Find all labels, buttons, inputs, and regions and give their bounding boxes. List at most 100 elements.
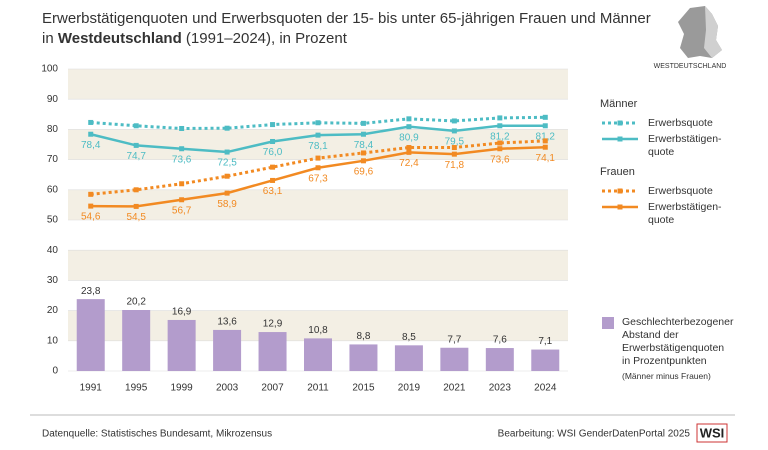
value-label: 20,2 [126,297,146,308]
x-tick-label: 2019 [398,383,421,394]
marker [224,173,230,179]
title-line1: Erwerbstätigenquoten und Erwerbsquoten d… [42,10,651,27]
marker [133,142,139,148]
legend-marker [617,120,623,126]
legend-marker [617,136,623,142]
value-label: 7,1 [538,336,552,347]
logo-box [696,423,728,443]
logo: WSI [700,425,725,440]
title-part: in [42,30,58,47]
x-tick-label: 2011 [307,383,329,394]
marker [224,190,230,196]
value-label: 78,4 [81,140,101,151]
bar [349,344,378,371]
title-part: Westdeutschland [57,30,182,47]
bar [258,332,287,371]
y-tick-label: 60 [47,184,59,195]
x-tick-label: 1991 [80,383,103,394]
marker [406,149,412,155]
grid-band [68,310,568,341]
marker [133,187,139,193]
bar [440,347,469,371]
legend-note: (Männer minus Frauen) [622,371,711,381]
x-tick-label: 2015 [352,383,375,394]
marker [88,131,94,137]
marker [542,144,548,150]
value-label: 13,6 [217,317,237,328]
line [90,115,546,130]
marker [542,114,548,120]
value-label: 79,5 [445,137,465,148]
marker [315,155,321,161]
marker [270,122,276,128]
marker [88,119,94,125]
y-tick-label: 30 [47,275,59,286]
value-label: 67,3 [308,173,328,184]
value-label: 72,4 [399,158,419,169]
source: Datenquelle: Statistisches Bundesamt, Mi… [42,429,272,440]
marker [360,131,366,137]
value-label: 58,9 [217,199,237,210]
value-label: 7,7 [447,334,461,345]
marker [133,203,139,209]
bar [76,299,105,371]
marker [542,138,548,144]
marker [315,120,321,126]
marker [270,177,276,183]
legend-heading: Männer [600,98,638,110]
legend-heading: Frauen [600,166,635,178]
y-tick-label: 70 [47,154,59,165]
marker [497,146,503,152]
x-tick-label: 2023 [489,383,512,394]
value-label: 72,5 [217,158,237,169]
y-tick-label: 80 [47,124,59,135]
legend-label: Geschlechterbezogener Abstand der Erwerb… [622,316,734,367]
marker [451,145,457,151]
x-tick-label: 1995 [125,383,148,394]
value-label: 73,6 [490,154,510,165]
x-tick-label: 2024 [534,383,557,394]
marker [179,125,185,131]
marker [406,116,412,122]
value-label: 80,9 [399,132,419,143]
value-label: 81,2 [490,131,510,142]
marker [133,123,139,129]
marker [406,145,412,151]
marker [270,138,276,144]
marker [224,149,230,155]
marker [360,150,366,156]
value-label: 76,0 [263,147,283,158]
legend-marker [617,204,623,210]
grid-band [68,69,568,100]
value-label: 56,7 [172,205,192,216]
value-label: 8,8 [357,331,371,342]
value-label: 78,1 [308,141,328,152]
marker [497,115,503,121]
value-label: 54,5 [126,212,146,223]
y-tick-label: 10 [47,335,59,346]
y-tick-label: 50 [47,215,59,226]
title-line2: in Westdeutschland (1991–2024), in Proze… [42,30,347,47]
bar [531,349,560,371]
marker [451,128,457,134]
value-label: 73,6 [172,154,192,165]
value-label: 69,6 [354,166,374,177]
marker [315,132,321,138]
value-label: 7,6 [493,335,507,346]
marker [179,197,185,203]
legend-swatch [602,317,614,329]
legend-label: Erwerbsquote [648,185,713,197]
bar [485,348,514,371]
legend-label: Erwerbsquote [648,117,713,129]
marker [179,181,185,187]
value-label: 16,9 [172,307,192,318]
value-label: 71,8 [445,160,465,171]
y-tick-label: 20 [47,305,59,316]
marker [88,191,94,197]
bar [167,319,196,371]
marker [406,124,412,130]
value-label: 74,1 [536,153,556,164]
marker [179,146,185,152]
value-label: 63,1 [263,186,283,197]
